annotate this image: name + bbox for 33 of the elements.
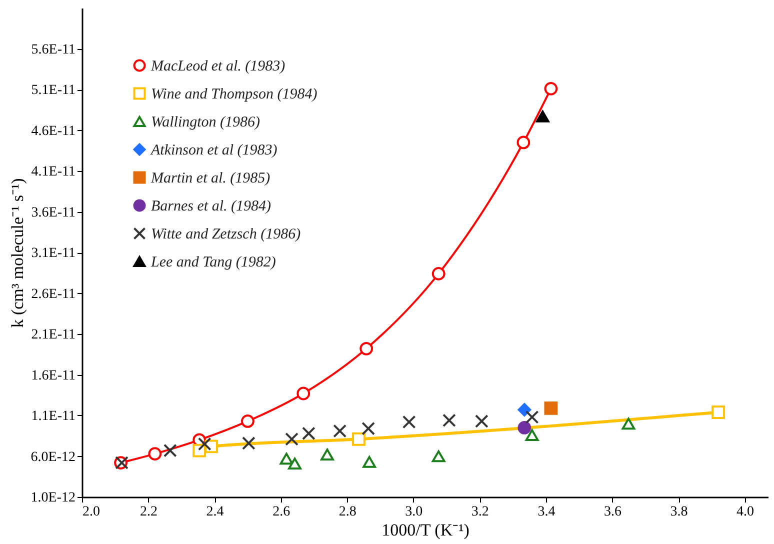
y-tick-label: 5.1E-11 [31, 83, 76, 98]
y-tick-label: 6.0E-12 [30, 450, 76, 465]
legend-label: Wine and Thompson (1984) [151, 86, 318, 102]
legend-label: Witte and Zetzsch (1986) [151, 226, 301, 242]
x-tick-label: 4.0 [736, 504, 754, 520]
y-tick-label: 2.6E-11 [31, 286, 76, 302]
y-tick-label: 4.1E-11 [31, 164, 76, 180]
x-axis-title: 1000/T (K⁻¹) [382, 520, 470, 540]
x-tick-label: 3.8 [670, 504, 688, 520]
x-tick-label: 2.6 [272, 504, 290, 520]
y-tick-label: 1.1E-11 [31, 409, 76, 424]
y-tick-label: 2.1E-11 [31, 328, 76, 342]
y-tick-label: 4.6E-11 [31, 124, 76, 139]
legend-label: Martin et al. (1985) [150, 170, 270, 186]
x-tick-label: 3.4 [538, 504, 556, 520]
legend-label: MacLeod et al. (1983) [150, 58, 286, 74]
legend-label: Lee and Tang (1982) [150, 254, 276, 270]
y-tick-label: 1.6E-11 [31, 368, 76, 384]
y-tick-label: 1.0E-12 [30, 490, 76, 506]
y-axis-title: k (cm³ molecule⁻¹ s⁻¹) [8, 178, 27, 328]
x-tick-label: 2.0 [82, 504, 100, 520]
x-tick-label: 2.8 [338, 504, 356, 520]
y-tick-label: 5.6E-11 [31, 42, 76, 58]
x-tick-label: 3.6 [604, 504, 622, 520]
y-tick-label: 3.1E-11 [31, 246, 76, 261]
legend-label: Atkinson et al (1983) [150, 142, 278, 158]
legend-label: Barnes et al. (1984) [151, 198, 271, 214]
x-tick-label: 2.4 [206, 504, 224, 520]
legend-label: Wallington (1986) [151, 114, 260, 130]
x-tick-label: 3.0 [405, 504, 423, 520]
x-tick-label: 3.2 [471, 504, 489, 520]
x-tick-label: 2.2 [140, 504, 158, 520]
y-tick-label: 3.6E-11 [31, 205, 76, 220]
